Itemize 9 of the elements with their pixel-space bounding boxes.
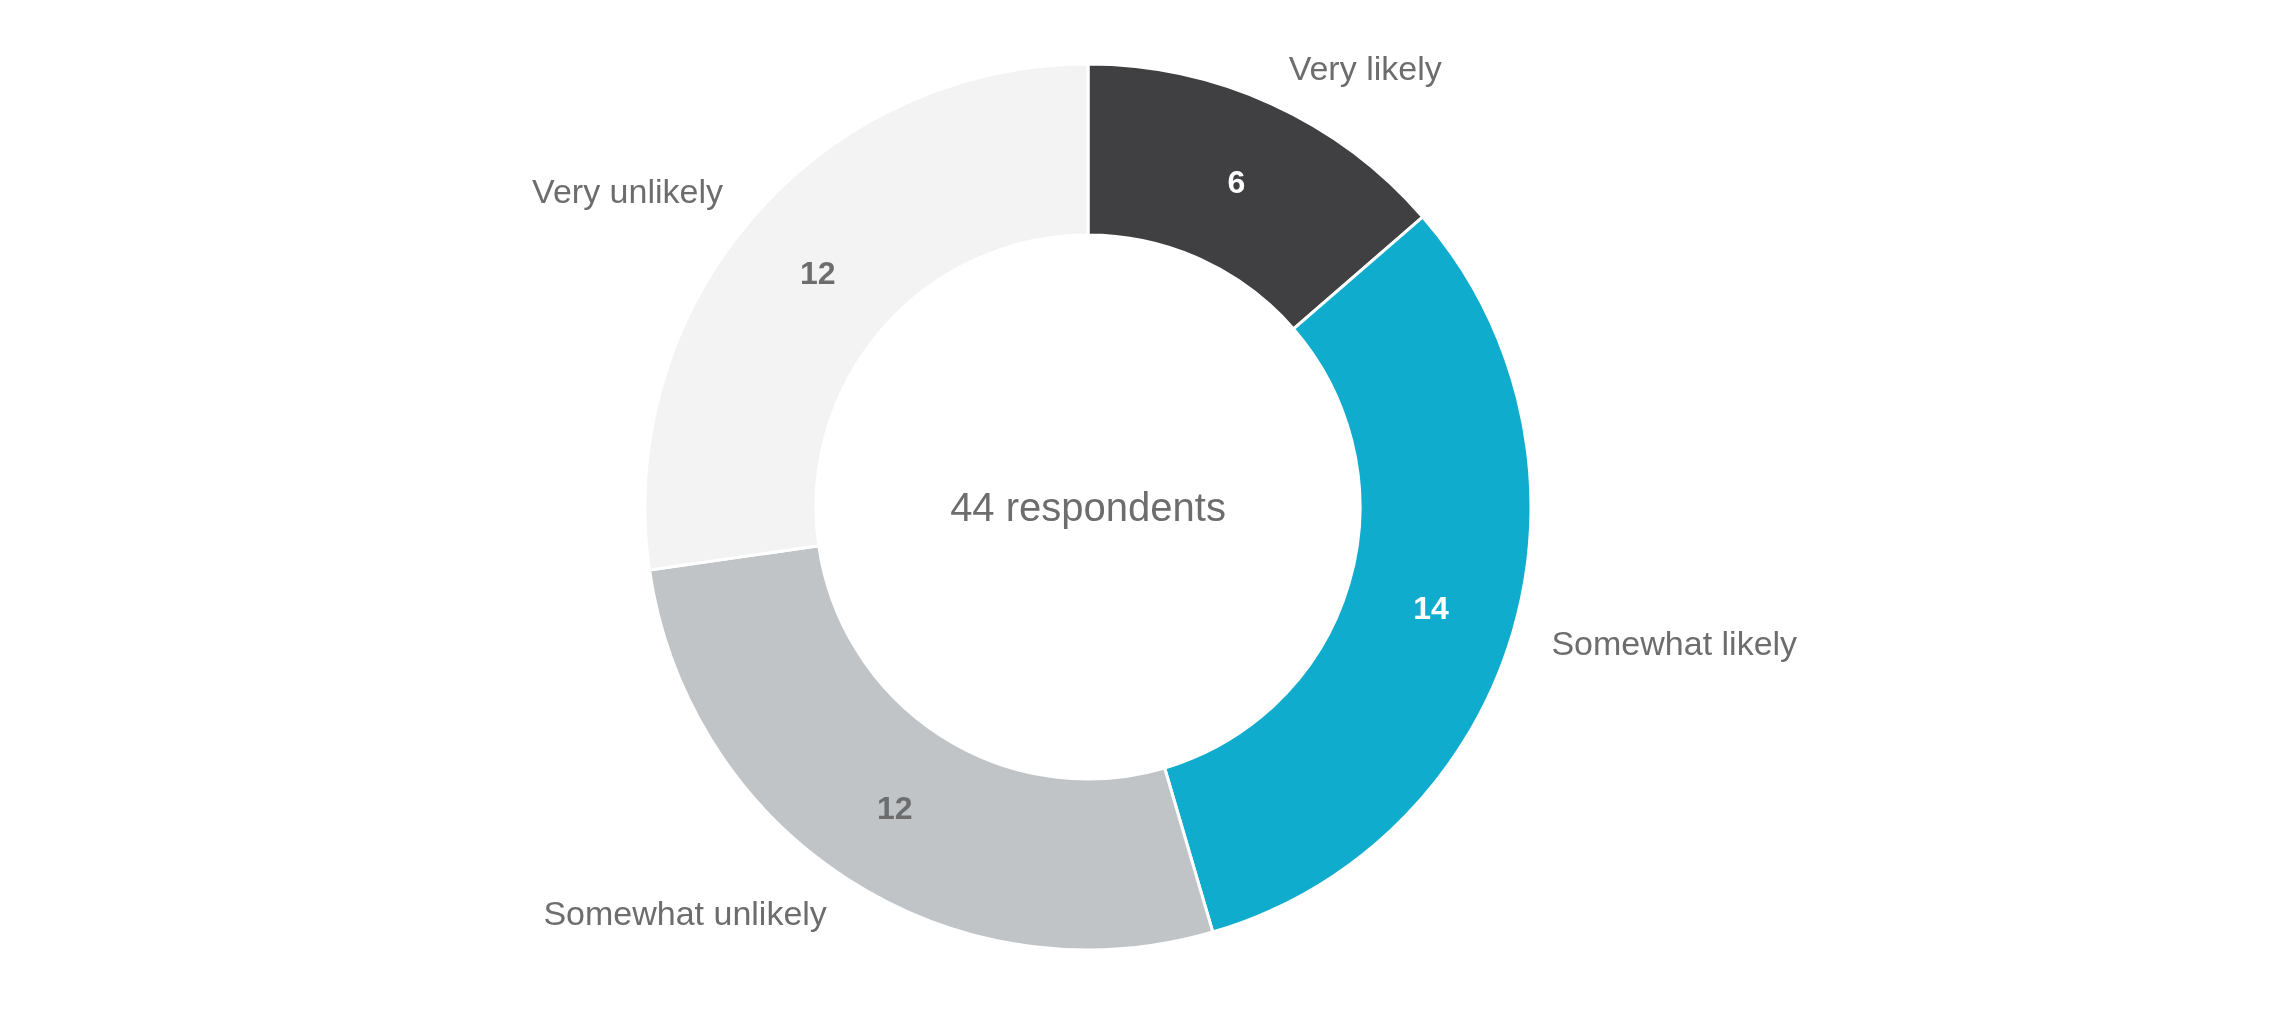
data-label: 12 <box>800 254 836 291</box>
slice-label: Very unlikely <box>532 171 723 210</box>
slice-label: Somewhat likely <box>1551 624 1798 663</box>
data-label: 14 <box>1413 589 1450 626</box>
data-label: 12 <box>876 789 913 826</box>
text: 44 respondents <box>950 485 1226 529</box>
slice-label: Somewhat unlikely <box>543 894 827 933</box>
data-label: 6 <box>1227 163 1246 200</box>
slice-label: Very likely <box>1288 48 1442 87</box>
